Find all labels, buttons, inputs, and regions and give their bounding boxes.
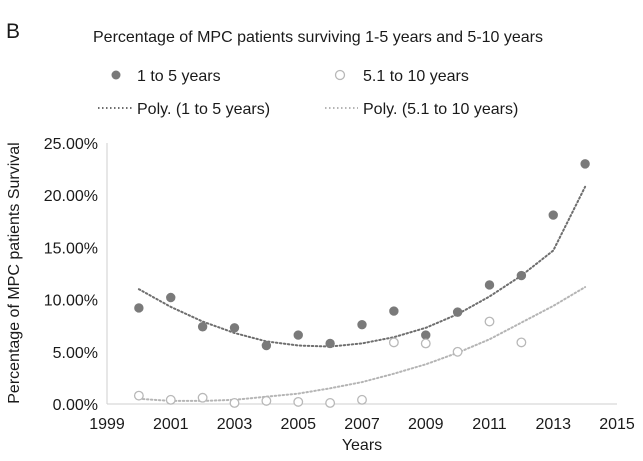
y-tick-label: 25.00%: [44, 136, 98, 153]
data-point-5-1-to-10-years: [261, 395, 272, 406]
data-point-5-1-to-10-years: [516, 337, 527, 348]
x-tick-label: 2003: [217, 416, 253, 433]
data-points: [133, 159, 590, 408]
axis-frame: [106, 143, 617, 405]
legend-label-1-to-5-years: 1 to 5 years: [137, 68, 221, 85]
legend-label-poly-1-to-5-years: Poly. (1 to 5 years): [137, 101, 270, 118]
data-point-1-to-5-years: [293, 330, 303, 340]
chart-title: Percentage of MPC patients surviving 1-5…: [93, 29, 543, 46]
legend: 1 to 5 years 5.1 to 10 years Poly. (1 to…: [98, 68, 518, 118]
y-tick-label: 15.00%: [44, 240, 98, 257]
y-tick-label: 20.00%: [44, 188, 98, 205]
x-tick-label: 2015: [599, 416, 635, 433]
data-point-5-1-to-10-years: [420, 338, 431, 349]
x-tick-labels: 1999 2001 2003 2005 2007 2009 2011 2013 2015: [89, 416, 635, 433]
panel-label: B: [6, 20, 20, 43]
y-tick-label: 5.00%: [53, 345, 98, 362]
data-point-5-1-to-10-years: [133, 390, 144, 401]
x-tick-label: 1999: [89, 416, 125, 433]
x-tick-label: 2007: [344, 416, 380, 433]
data-point-5-1-to-10-years: [197, 392, 208, 403]
data-point-5-1-to-10-years: [357, 394, 367, 405]
data-point-1-to-5-years: [580, 159, 590, 169]
data-point-1-to-5-years: [389, 306, 399, 316]
data-point-5-1-to-10-years: [388, 337, 399, 348]
trendlines: [137, 185, 587, 402]
data-point-5-1-to-10-years: [229, 398, 240, 408]
x-axis-title: Years: [342, 437, 382, 454]
x-tick-label: 2009: [408, 416, 444, 433]
trendline-poly-5-1-to-10-years: [137, 286, 587, 402]
data-point-5-1-to-10-years: [484, 316, 495, 327]
data-point-1-to-5-years: [197, 322, 208, 332]
legend-label-5-1-to-10-years: 5.1 to 10 years: [363, 68, 469, 85]
data-point-1-to-5-years: [325, 338, 335, 349]
x-tick-label: 2005: [280, 416, 316, 433]
data-point-1-to-5-years: [548, 210, 558, 220]
data-point-5-1-to-10-years: [452, 346, 463, 357]
legend-label-poly-5-1-to-10-years: Poly. (5.1 to 10 years): [363, 101, 518, 118]
legend-marker-1-to-5-years: [111, 70, 121, 80]
x-tick-label: 2001: [153, 416, 189, 433]
data-point-1-to-5-years: [516, 270, 527, 281]
trendline-poly-1-to-5-years: [137, 185, 587, 348]
data-point-1-to-5-years: [134, 303, 144, 313]
data-point-1-to-5-years: [421, 330, 431, 340]
data-point-1-to-5-years: [229, 323, 240, 333]
y-tick-labels: 0.00% 5.00% 10.00% 15.00% 20.00% 25.00%: [44, 136, 98, 414]
data-point-1-to-5-years: [452, 307, 463, 317]
y-tick-label: 10.00%: [44, 293, 98, 310]
data-point-1-to-5-years: [484, 280, 495, 290]
legend-marker-5-1-to-10-years: [334, 69, 346, 81]
y-axis-title: Percentage of MPC patients Survival: [6, 142, 23, 403]
data-point-5-1-to-10-years: [165, 394, 176, 405]
x-tick-label: 2011: [472, 416, 507, 433]
data-point-1-to-5-years: [166, 292, 176, 303]
x-tick-label: 2013: [535, 416, 571, 433]
data-point-5-1-to-10-years: [325, 398, 336, 408]
y-tick-label: 0.00%: [53, 397, 98, 414]
data-point-5-1-to-10-years: [293, 396, 304, 407]
data-point-1-to-5-years: [357, 319, 367, 330]
data-point-1-to-5-years: [261, 340, 272, 351]
